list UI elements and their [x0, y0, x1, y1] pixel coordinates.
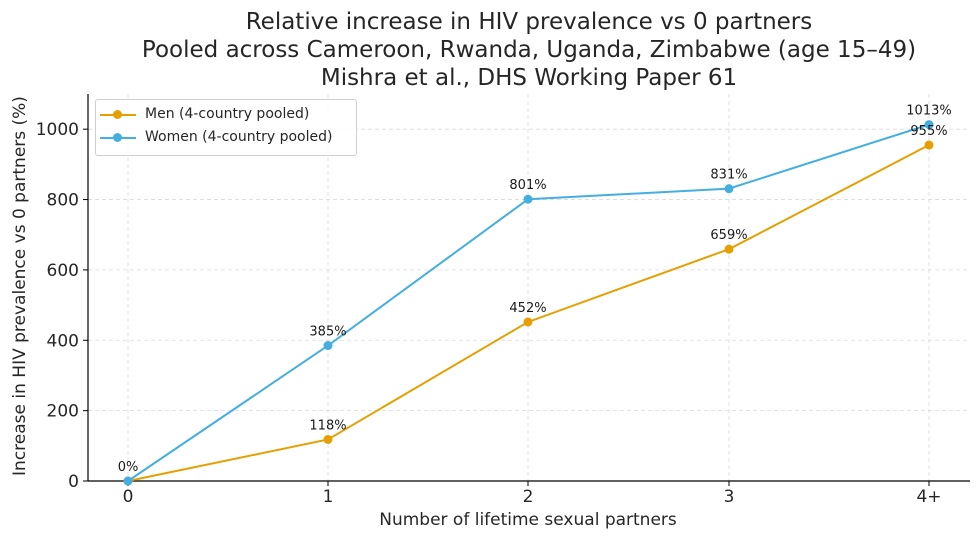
- y-tick-label: 600: [47, 261, 79, 281]
- x-tick-label: 3: [724, 487, 735, 507]
- data-point: [924, 140, 934, 150]
- legend-marker-men: [113, 110, 122, 119]
- data-point: [724, 184, 734, 194]
- legend-label-men: Men (4-country pooled): [145, 106, 310, 122]
- data-point: [123, 476, 133, 486]
- data-point: [724, 244, 734, 254]
- chart-title-line-1: Relative increase in HIV prevalence vs 0…: [245, 9, 813, 35]
- data-point: [924, 120, 934, 130]
- data-point: [523, 317, 533, 327]
- y-tick-label: 400: [47, 331, 79, 351]
- data-label: 831%: [710, 168, 747, 183]
- data-point: [523, 194, 533, 204]
- x-tick-label: 4+: [916, 487, 941, 507]
- data-label: 955%: [910, 124, 947, 139]
- data-label: 1013%: [906, 104, 951, 119]
- legend: Men (4-country pooled) Women (4-country …: [95, 99, 357, 156]
- chart-title-line-2: Pooled across Cameroon, Rwanda, Uganda, …: [141, 37, 917, 63]
- data-label: 118%: [309, 418, 346, 433]
- y-tick-label: 0: [68, 472, 79, 492]
- legend-label-women: Women (4-country pooled): [145, 129, 333, 145]
- series-layer: [123, 120, 934, 486]
- y-tick-label: 1000: [36, 120, 79, 140]
- data-labels: 0% 118% 452% 659% 955% 385% 801% 831% 1013%: [118, 104, 952, 475]
- data-label: 659%: [710, 228, 747, 243]
- data-label: 801%: [509, 178, 546, 193]
- legend-item-women: Women (4-country pooled): [96, 128, 356, 148]
- y-axis-label: Increase in HIV prevalence vs 0 partners…: [10, 96, 30, 476]
- x-axis-label: Number of lifetime sexual partners: [379, 510, 677, 530]
- chart-title-line-3: Mishra et al., DHS Working Paper 61: [320, 65, 738, 91]
- legend-marker-women: [113, 133, 122, 142]
- data-point: [323, 434, 333, 444]
- data-label: 0%: [118, 460, 139, 475]
- x-tick-label: 0: [123, 487, 134, 507]
- y-tick-label: 200: [47, 402, 79, 422]
- x-tick-label: 1: [323, 487, 334, 507]
- x-tick-label: 2: [523, 487, 534, 507]
- data-point: [323, 341, 333, 351]
- axes: 0 200 400 600 800 1000 0 1 2 3 4+: [36, 94, 970, 507]
- legend-item-men: Men (4-country pooled): [96, 105, 356, 125]
- y-tick-label: 800: [47, 191, 79, 211]
- data-label: 385%: [309, 325, 346, 340]
- data-label: 452%: [509, 301, 546, 316]
